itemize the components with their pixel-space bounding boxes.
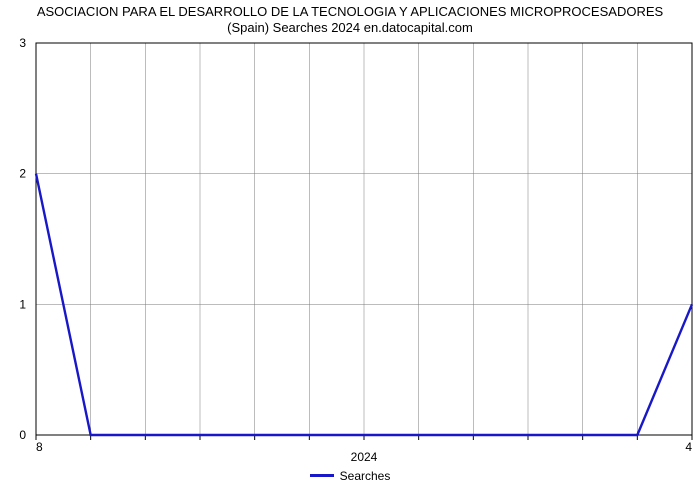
- legend: Searches: [0, 469, 700, 483]
- legend-swatch: [310, 474, 334, 477]
- svg-text:8: 8: [36, 440, 43, 454]
- line-chart-svg: 0 1 2 3 8 4 2024: [0, 37, 700, 467]
- chart-title: ASOCIACION PARA EL DESARROLLO DE LA TECN…: [0, 0, 700, 37]
- chart-title-line1: ASOCIACION PARA EL DESARROLLO DE LA TECN…: [20, 4, 680, 20]
- svg-text:2024: 2024: [351, 450, 378, 464]
- svg-text:3: 3: [19, 37, 26, 50]
- svg-text:1: 1: [19, 297, 26, 311]
- chart-title-line2: (Spain) Searches 2024 en.datocapital.com: [20, 20, 680, 36]
- legend-label: Searches: [340, 469, 391, 483]
- chart-area: 0 1 2 3 8 4 2024: [0, 37, 700, 467]
- svg-text:4: 4: [685, 440, 692, 454]
- svg-text:2: 2: [19, 166, 26, 180]
- svg-text:0: 0: [19, 428, 26, 442]
